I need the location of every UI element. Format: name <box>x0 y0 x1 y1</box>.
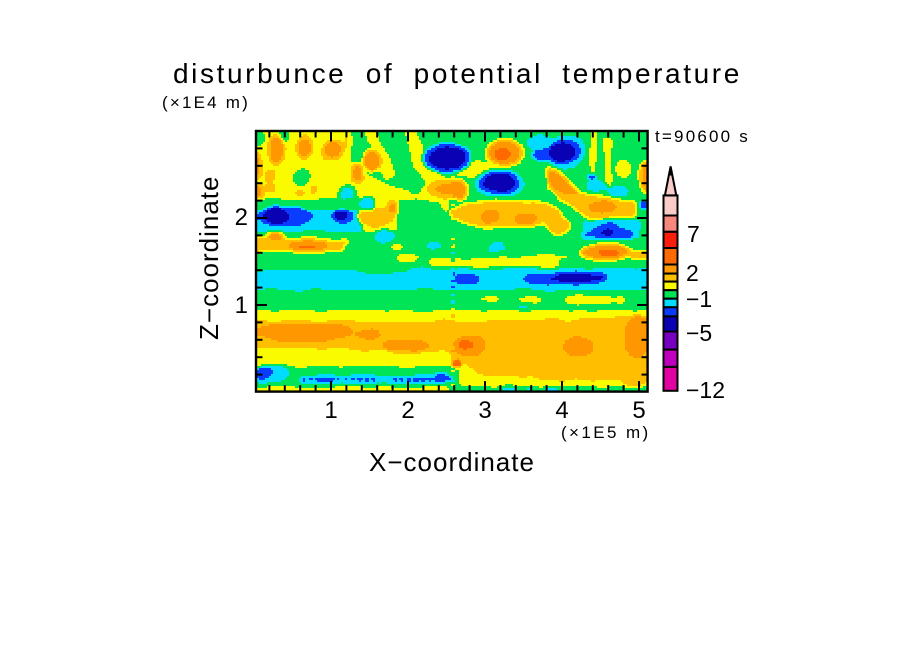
svg-text:2: 2 <box>235 204 248 231</box>
svg-text:4: 4 <box>555 397 568 424</box>
svg-text:1: 1 <box>324 397 337 424</box>
svg-text:disturbunce of potential tempe: disturbunce of potential temperature <box>173 58 742 89</box>
svg-text:2: 2 <box>401 397 414 424</box>
svg-text:1: 1 <box>235 292 248 319</box>
svg-text:X−coordinate: X−coordinate <box>369 447 535 477</box>
svg-text:7: 7 <box>687 221 700 247</box>
svg-text:(×1E5 m): (×1E5 m) <box>561 423 651 442</box>
svg-text:5: 5 <box>632 397 645 424</box>
svg-text:Z−coordinate: Z−coordinate <box>194 176 224 340</box>
svg-text:−12: −12 <box>686 377 725 403</box>
svg-text:−5: −5 <box>686 320 712 346</box>
svg-text:(×1E4 m): (×1E4 m) <box>162 93 250 112</box>
svg-text:t=90600 s: t=90600 s <box>655 127 750 146</box>
svg-text:−1: −1 <box>686 286 712 312</box>
svg-text:3: 3 <box>478 397 491 424</box>
svg-text:2: 2 <box>686 260 699 286</box>
